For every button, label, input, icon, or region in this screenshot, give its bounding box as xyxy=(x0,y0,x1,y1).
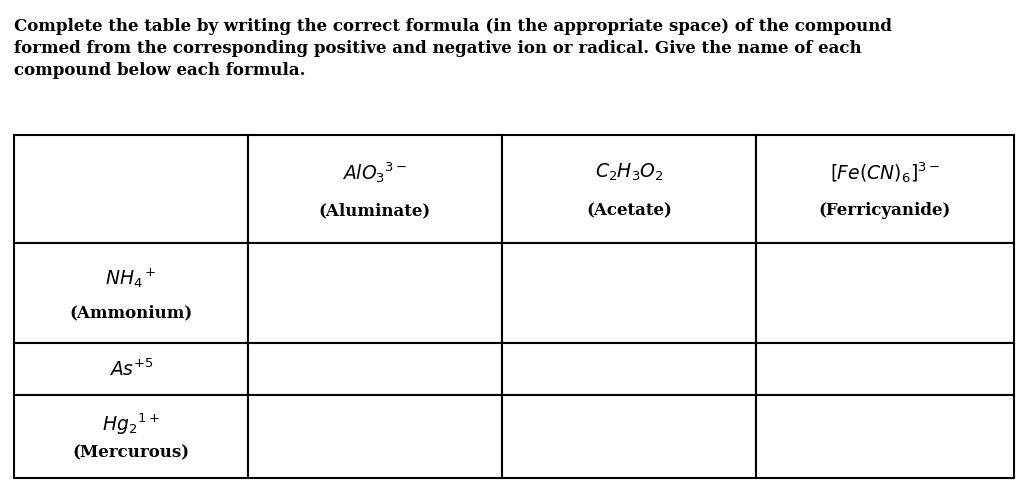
Text: (Acetate): (Acetate) xyxy=(586,202,672,219)
Bar xyxy=(248,135,502,243)
Bar xyxy=(14,343,248,395)
Bar xyxy=(502,243,756,343)
Text: $\mathit{C_2H_3O_2}$: $\mathit{C_2H_3O_2}$ xyxy=(594,162,663,183)
Text: (Ammonium): (Ammonium) xyxy=(69,305,192,322)
Bar xyxy=(248,395,502,478)
Text: $\mathit{NH_4}^+$: $\mathit{NH_4}^+$ xyxy=(105,266,156,290)
Text: $\mathit{[Fe(CN)_6]^{3-}}$: $\mathit{[Fe(CN)_6]^{3-}}$ xyxy=(830,160,940,185)
Text: $\mathit{Hg_2}^{1+}$: $\mathit{Hg_2}^{1+}$ xyxy=(102,411,159,437)
Bar xyxy=(756,135,1014,243)
Bar xyxy=(756,395,1014,478)
Text: (Mercurous): (Mercurous) xyxy=(72,445,189,462)
Bar xyxy=(502,135,756,243)
Bar xyxy=(14,135,248,243)
Text: $\mathit{AlO_3}^{3-}$: $\mathit{AlO_3}^{3-}$ xyxy=(342,160,408,185)
Bar xyxy=(502,395,756,478)
Bar xyxy=(248,343,502,395)
Bar xyxy=(756,343,1014,395)
Text: Complete the table by writing the correct formula (in the appropriate space) of : Complete the table by writing the correc… xyxy=(14,18,892,35)
Text: (Ferricyanide): (Ferricyanide) xyxy=(819,202,951,219)
Bar xyxy=(756,243,1014,343)
Text: $\mathit{As}^{+5}$: $\mathit{As}^{+5}$ xyxy=(109,358,153,380)
Text: (Aluminate): (Aluminate) xyxy=(319,202,431,219)
Bar xyxy=(14,243,248,343)
Bar xyxy=(502,343,756,395)
Text: compound below each formula.: compound below each formula. xyxy=(14,62,305,79)
Text: formed from the corresponding positive and negative ion or radical. Give the nam: formed from the corresponding positive a… xyxy=(14,40,861,57)
Bar xyxy=(14,395,248,478)
Bar xyxy=(248,243,502,343)
